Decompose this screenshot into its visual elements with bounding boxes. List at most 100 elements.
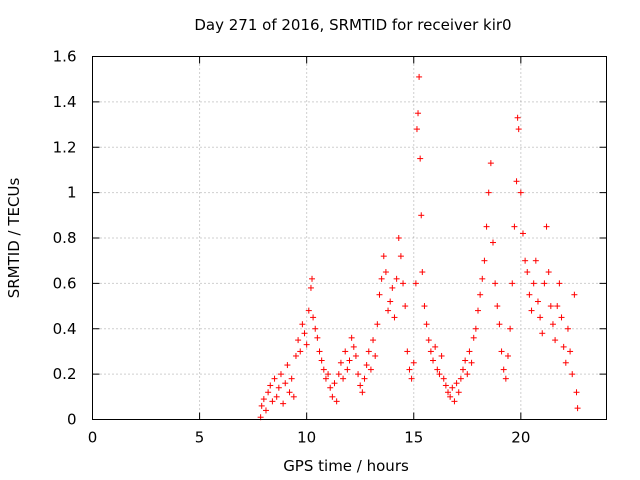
data-point <box>273 393 280 400</box>
data-point <box>440 375 447 382</box>
data-point <box>307 284 314 291</box>
data-point <box>340 375 347 382</box>
data-point <box>265 389 272 396</box>
data-point <box>312 325 319 332</box>
data-point <box>404 348 411 355</box>
data-point <box>427 348 434 355</box>
chart-title: Day 271 of 2016, SRMTID for receiver kir… <box>194 16 511 34</box>
data-point <box>485 189 492 196</box>
data-point <box>549 321 556 328</box>
data-point <box>438 352 445 359</box>
data-point <box>417 155 424 162</box>
data-point <box>494 303 501 310</box>
data-point <box>292 352 299 359</box>
y-tick-labels: 0 0.2 0.4 0.6 0.8 1 1.2 1.4 1.6 <box>53 48 77 429</box>
data-point <box>556 280 563 287</box>
data-point <box>537 314 544 321</box>
data-point <box>567 348 574 355</box>
data-point <box>413 126 420 133</box>
data-point <box>376 291 383 298</box>
data-point <box>342 348 349 355</box>
data-point <box>421 303 428 310</box>
data-point <box>560 343 567 350</box>
data-point <box>352 352 359 359</box>
data-point <box>262 407 269 414</box>
data-point <box>522 257 529 264</box>
data-point <box>479 275 486 282</box>
data-point <box>389 284 396 291</box>
data-point <box>327 384 334 391</box>
data-point <box>434 366 441 373</box>
data-point <box>329 393 336 400</box>
y-tick-label: 0.6 <box>53 274 77 292</box>
data-point <box>519 230 526 237</box>
data-point <box>301 330 308 337</box>
data-point <box>513 178 520 185</box>
data-point <box>504 352 511 359</box>
data-point <box>415 110 422 117</box>
data-point <box>402 303 409 310</box>
data-point <box>303 341 310 348</box>
data-point <box>432 343 439 350</box>
data-point <box>483 223 490 230</box>
data-point <box>423 321 430 328</box>
data-point <box>412 280 419 287</box>
data-point <box>539 330 546 337</box>
data-point <box>524 269 531 276</box>
data-point <box>271 375 278 382</box>
data-point <box>416 73 423 80</box>
data-point <box>299 321 306 328</box>
data-point <box>552 337 559 344</box>
data-point <box>574 405 581 412</box>
data-point <box>344 366 351 373</box>
data-point <box>509 280 516 287</box>
data-point <box>455 389 462 396</box>
data-point <box>511 223 518 230</box>
data-point <box>558 314 565 321</box>
data-point <box>385 307 392 314</box>
x-tick-label: 15 <box>404 429 423 447</box>
data-point <box>492 280 499 287</box>
data-point <box>515 126 522 133</box>
data-point <box>316 348 323 355</box>
data-point <box>447 393 454 400</box>
data-point <box>288 375 295 382</box>
data-point <box>466 348 473 355</box>
data-point <box>468 359 475 366</box>
data-point <box>286 389 293 396</box>
data-point <box>507 325 514 332</box>
data-point <box>367 366 374 373</box>
x-tick-labels: 0 5 10 15 20 <box>88 429 531 447</box>
data-point <box>290 393 297 400</box>
data-point <box>370 337 377 344</box>
data-point <box>571 291 578 298</box>
data-point <box>408 375 415 382</box>
data-point <box>436 371 443 378</box>
data-point <box>346 357 353 364</box>
data-point <box>277 371 284 378</box>
data-point <box>543 223 550 230</box>
data-point <box>481 257 488 264</box>
data-point <box>361 375 368 382</box>
data-point <box>545 269 552 276</box>
data-point <box>380 253 387 260</box>
data-point <box>282 380 289 387</box>
data-point <box>355 371 362 378</box>
x-tick-label: 10 <box>297 429 316 447</box>
data-point <box>314 334 321 341</box>
data-point <box>489 239 496 246</box>
data-point <box>395 235 402 241</box>
data-point <box>322 375 329 382</box>
axis-ticks <box>92 56 607 420</box>
data-point <box>391 314 398 321</box>
y-tick-label: 0 <box>67 411 77 429</box>
y-tick-label: 1 <box>67 184 77 202</box>
data-point <box>453 380 460 387</box>
data-point <box>425 337 432 344</box>
data-point <box>280 400 287 407</box>
data-point <box>418 212 425 219</box>
data-point <box>526 291 533 298</box>
data-point <box>534 298 541 305</box>
data-point <box>267 382 274 389</box>
